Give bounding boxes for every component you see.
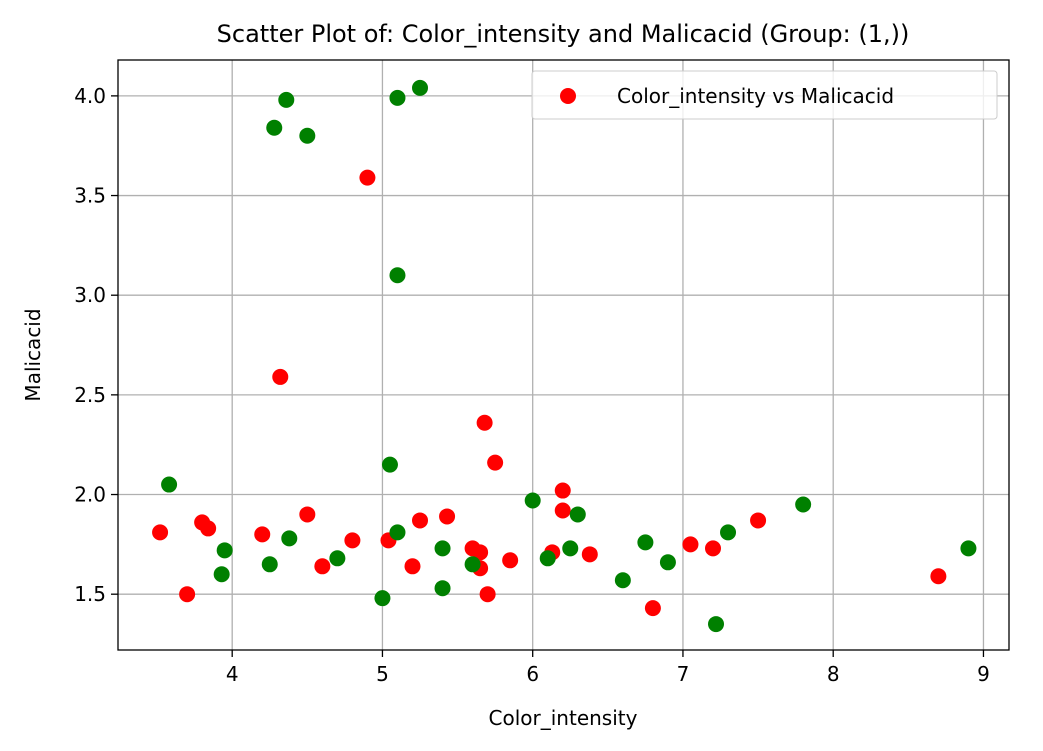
data-point-series-0 — [439, 508, 456, 525]
data-point-series-1 — [637, 534, 654, 551]
data-point-series-0 — [179, 586, 196, 603]
data-point-series-1 — [614, 572, 631, 589]
data-point-series-0 — [472, 544, 489, 561]
data-point-series-1 — [720, 524, 737, 541]
data-point-series-0 — [476, 414, 493, 431]
data-point-series-1 — [539, 550, 556, 567]
x-tick-label: 7 — [677, 662, 690, 686]
data-point-series-1 — [464, 556, 481, 573]
data-point-series-0 — [502, 552, 519, 569]
data-point-series-0 — [412, 512, 429, 529]
data-point-series-1 — [278, 91, 295, 108]
chart-title: Scatter Plot of: Color_intensity and Mal… — [217, 20, 910, 48]
data-point-series-1 — [960, 540, 977, 557]
legend-marker — [560, 88, 576, 104]
data-points — [152, 79, 977, 633]
data-point-series-0 — [644, 600, 661, 617]
x-axis-label: Color_intensity — [489, 706, 638, 730]
data-point-series-1 — [434, 580, 451, 597]
data-point-series-0 — [152, 524, 169, 541]
data-point-series-1 — [329, 550, 346, 567]
x-tick-label: 5 — [376, 662, 389, 686]
data-point-series-1 — [389, 89, 406, 106]
data-point-series-0 — [299, 506, 316, 523]
data-point-series-1 — [524, 492, 541, 509]
data-point-series-0 — [554, 502, 571, 519]
data-point-series-1 — [161, 476, 178, 493]
data-point-series-0 — [682, 536, 699, 553]
data-point-series-0 — [359, 169, 376, 186]
data-point-series-0 — [581, 546, 598, 563]
plot-frame — [117, 59, 1010, 651]
data-point-series-0 — [750, 512, 767, 529]
legend-label: Color_intensity vs Malicacid — [617, 84, 894, 108]
data-point-series-0 — [487, 454, 504, 471]
data-point-series-0 — [554, 482, 571, 499]
data-point-series-1 — [374, 590, 391, 607]
y-tick-label: 2.5 — [74, 383, 106, 407]
y-tick-label: 4.0 — [74, 84, 106, 108]
y-tick-label: 2.0 — [74, 483, 106, 507]
data-point-series-0 — [344, 532, 361, 549]
data-point-series-1 — [389, 267, 406, 284]
data-point-series-1 — [795, 496, 812, 513]
data-point-series-1 — [389, 524, 406, 541]
data-point-series-1 — [562, 540, 579, 557]
data-point-series-1 — [213, 566, 230, 583]
data-point-series-1 — [266, 119, 283, 136]
data-point-series-1 — [216, 542, 233, 559]
legend-box — [531, 70, 998, 120]
data-point-series-0 — [314, 558, 331, 575]
data-point-series-0 — [200, 520, 217, 537]
axis-ticks: 4 5 6 7 8 9 1.5 2.0 2.5 3.0 3.5 4.0 — [74, 84, 990, 686]
y-tick-label: 3.5 — [74, 184, 106, 208]
legend: Color_intensity vs Malicacid — [531, 70, 998, 120]
data-point-series-0 — [272, 368, 289, 385]
y-axis-label: Malicacid — [21, 308, 45, 401]
data-point-series-0 — [479, 586, 496, 603]
data-point-series-1 — [569, 506, 586, 523]
data-point-series-1 — [281, 530, 298, 547]
data-point-series-1 — [434, 540, 451, 557]
y-tick-label: 1.5 — [74, 582, 106, 606]
data-point-series-1 — [708, 616, 725, 633]
y-tick-label: 3.0 — [74, 283, 106, 307]
x-tick-label: 9 — [977, 662, 990, 686]
data-point-series-1 — [659, 554, 676, 571]
data-point-series-0 — [404, 558, 421, 575]
data-point-series-1 — [412, 79, 429, 96]
x-tick-label: 8 — [827, 662, 840, 686]
x-tick-label: 4 — [226, 662, 239, 686]
data-point-series-1 — [299, 127, 316, 144]
grid-lines — [118, 60, 1009, 650]
x-tick-label: 6 — [526, 662, 539, 686]
data-point-series-0 — [705, 540, 722, 557]
data-point-series-0 — [254, 526, 271, 543]
data-point-series-1 — [261, 556, 278, 573]
data-point-series-1 — [381, 456, 398, 473]
data-point-series-0 — [930, 568, 947, 585]
